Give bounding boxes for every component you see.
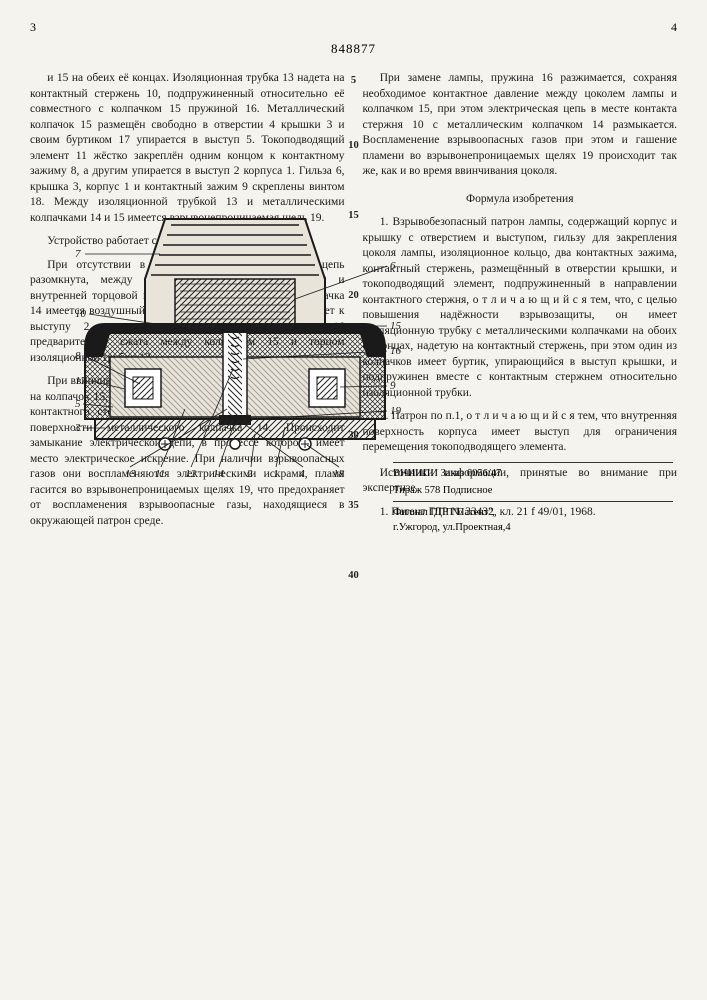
fig-label-12: 12 bbox=[185, 468, 197, 480]
footer-order: ВНИИПИ Заказ 6056/47 bbox=[393, 462, 673, 481]
footer-address: г.Ужгород, ул.Проектная,4 bbox=[393, 520, 673, 535]
fig-label-13: 13 bbox=[125, 468, 137, 480]
fig-label-1: 1 bbox=[273, 468, 279, 480]
line-num-35: 35 bbox=[348, 500, 359, 511]
fig-label-2: 2 bbox=[247, 468, 253, 480]
fig-label-8: 8 bbox=[75, 350, 81, 362]
fig-label-9: 9 bbox=[390, 380, 396, 392]
page-number-right: 4 bbox=[671, 20, 677, 35]
line-num-10: 10 bbox=[348, 140, 359, 151]
fig-label-7: 7 bbox=[75, 248, 81, 260]
fig-label-19: 19 bbox=[390, 405, 402, 417]
left-p1: и 15 на обеих её концах. Изоляционная тр… bbox=[30, 71, 345, 226]
footer-tirage: Тираж 578 Подписное bbox=[393, 483, 673, 502]
fig-label-15: 15 bbox=[390, 320, 402, 332]
fig-label-16: 16 bbox=[390, 345, 402, 357]
line-num-40: 40 bbox=[348, 570, 359, 581]
footer-block: ВНИИПИ Заказ 6056/47 Тираж 578 Подписное… bbox=[393, 462, 673, 536]
right-p1: При замене лампы, пружина 16 разжимается… bbox=[363, 71, 678, 180]
page-numbers-row: 3 4 bbox=[30, 20, 677, 35]
formula-heading: Формула изобретения bbox=[363, 192, 678, 208]
fig-label-14: 14 bbox=[213, 468, 225, 480]
patent-figure: 7 10 8 17 5 3 6 15 16 9 bbox=[55, 209, 415, 489]
page-number-left: 3 bbox=[30, 20, 36, 35]
footer-filial: Филиал ППП''Патент'', bbox=[393, 505, 673, 520]
fig-label-17: 17 bbox=[75, 375, 87, 387]
figure-svg: 7 10 8 17 5 3 6 15 16 9 bbox=[55, 209, 415, 489]
fig-label-4: 4 bbox=[299, 468, 305, 480]
fig-label-11: 11 bbox=[155, 468, 165, 480]
document-number: 848877 bbox=[30, 41, 677, 57]
fig-label-5: 5 bbox=[75, 398, 81, 410]
patent-page: 3 4 848877 5 10 15 20 25 30 35 40 и 15 н… bbox=[0, 0, 707, 557]
fig-label-10: 10 bbox=[75, 308, 87, 320]
fig-label-3: 3 bbox=[74, 422, 81, 434]
fig-label-18: 18 bbox=[333, 468, 345, 480]
fig-label-6: 6 bbox=[390, 260, 396, 272]
line-num-5: 5 bbox=[351, 75, 356, 86]
